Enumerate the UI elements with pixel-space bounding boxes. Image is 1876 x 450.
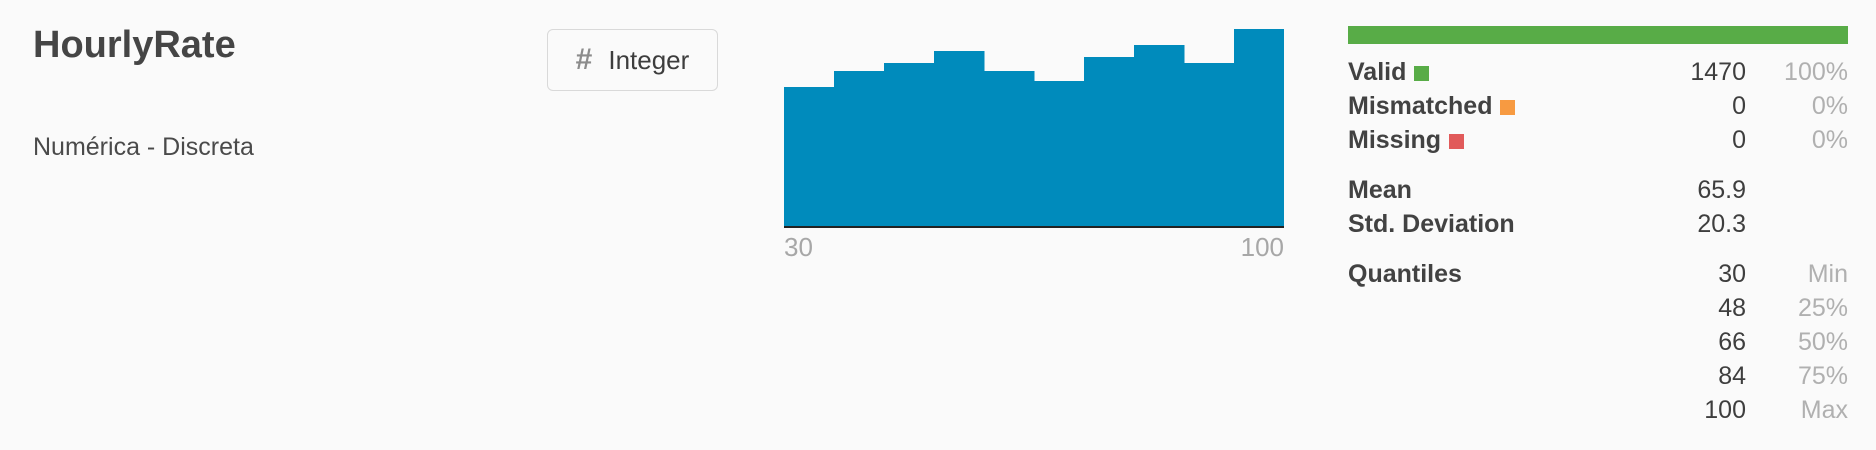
- histogram-bar: [784, 87, 835, 226]
- histogram-bar: [884, 63, 935, 226]
- mean-row: Mean 65.9: [1348, 173, 1848, 207]
- quantile-name: 50%: [1797, 328, 1848, 356]
- valid-count: 1470: [1690, 58, 1746, 86]
- valid-row: Valid 1470 100%: [1348, 55, 1848, 89]
- missing-swatch: [1449, 134, 1465, 149]
- mean-value: 65.9: [1697, 176, 1746, 204]
- mean-label: Mean: [1348, 176, 1412, 204]
- quantile-row: 100 Max: [1348, 393, 1848, 427]
- histogram-bar: [834, 71, 885, 226]
- stats-panel: Valid 1470 100% Mismatched 0 0% Missing …: [1348, 26, 1848, 424]
- histogram-bar: [1234, 29, 1284, 226]
- quantile-name: 75%: [1797, 362, 1848, 390]
- histogram: 30 100: [784, 24, 1284, 274]
- mismatched-count: 0: [1732, 92, 1746, 120]
- mismatched-percent: 0%: [1811, 92, 1848, 120]
- histogram-svg: 30 100: [784, 29, 1284, 262]
- histogram-bar: [1134, 45, 1185, 226]
- histogram-bar: [1034, 81, 1085, 226]
- histogram-bar: [1184, 63, 1235, 226]
- missing-count: 0: [1732, 126, 1746, 154]
- quantile-value: 84: [1718, 362, 1746, 390]
- quantile-row: 48 25%: [1348, 291, 1848, 325]
- column-subtype: Numérica - Discreta: [33, 133, 254, 161]
- mismatched-swatch: [1500, 100, 1516, 115]
- x-tick-min: 30: [784, 232, 813, 262]
- std-label: Std. Deviation: [1348, 210, 1515, 238]
- quantile-row: 66 50%: [1348, 325, 1848, 359]
- column-name: HourlyRate: [33, 24, 236, 66]
- histogram-bar: [984, 71, 1035, 226]
- quantile-name: Max: [1800, 396, 1848, 424]
- missing-percent: 0%: [1811, 126, 1848, 154]
- histogram-bar: [1084, 57, 1135, 226]
- x-tick-max: 100: [1241, 232, 1284, 262]
- quantile-name: Min: [1807, 260, 1848, 288]
- column-header: HourlyRate Numérica - Discreta: [33, 22, 513, 162]
- mismatched-row: Mismatched 0 0%: [1348, 89, 1848, 123]
- missing-row: Missing 0 0%: [1348, 123, 1848, 157]
- std-row: Std. Deviation 20.3: [1348, 207, 1848, 241]
- std-value: 20.3: [1697, 210, 1746, 238]
- quantile-value: 30: [1718, 260, 1746, 288]
- valid-proportion-bar: [1348, 26, 1848, 44]
- quantile-row: 84 75%: [1348, 359, 1848, 393]
- type-label: Integer: [608, 44, 690, 75]
- quantiles-label: Quantiles: [1348, 260, 1462, 288]
- hash-icon: #: [575, 43, 593, 76]
- quantile-value: 48: [1718, 294, 1746, 322]
- histogram-bar: [934, 51, 985, 226]
- missing-label: Missing: [1348, 126, 1442, 154]
- mismatched-label: Mismatched: [1348, 92, 1493, 120]
- valid-label: Valid: [1348, 58, 1407, 86]
- valid-swatch: [1414, 66, 1430, 81]
- valid-percent: 100%: [1784, 58, 1848, 86]
- quantile-value: 100: [1704, 396, 1746, 424]
- type-badge[interactable]: # Integer: [547, 29, 718, 91]
- quantile-value: 66: [1718, 328, 1746, 356]
- quantile-name: 25%: [1797, 294, 1848, 322]
- quantile-row: Quantiles 30 Min: [1348, 257, 1848, 291]
